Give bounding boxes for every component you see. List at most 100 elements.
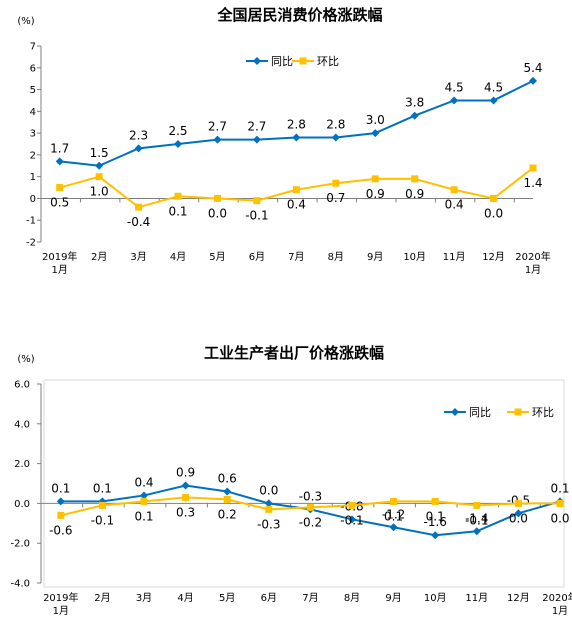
chart1-x-tick-label: 2月: [91, 251, 107, 263]
chart1-series-yoy-point: [95, 161, 104, 170]
chart2-series-yoy-data-label: 0.6: [218, 471, 237, 485]
chart1-y-tick-label: 5: [30, 85, 36, 96]
chart2-x-tick-label: 9月: [385, 592, 401, 604]
chart2-series-yoy-point: [431, 531, 440, 540]
chart1-x-tick-label: 1月: [525, 264, 541, 276]
chart1-series-yoy-data-label: 4.5: [445, 80, 464, 94]
chart1-series-yoy-point: [55, 157, 64, 166]
chart1-y-tick-label: 3: [30, 129, 36, 140]
chart1-series-mom-point: [213, 194, 221, 202]
chart2-legend-label: 环比: [532, 406, 554, 419]
chart2-series-yoy-data-label: -1.6: [423, 515, 446, 529]
chart2-series-mom-data-label: 0.3: [176, 505, 195, 519]
chart1-series-yoy-point: [331, 133, 340, 142]
chart1-legend-marker: [253, 57, 261, 65]
chart1-x-tick-label: 3月: [130, 251, 146, 263]
chart1-y-tick-label: 1: [30, 172, 36, 183]
chart1-series-yoy-data-label: 2.8: [287, 117, 306, 131]
chart1-x-tick-label: 6月: [249, 251, 265, 263]
chart2-series-mom-data-label: -0.3: [257, 517, 280, 531]
chart1-x-tick-label: 12月: [482, 251, 505, 263]
chart2-series-yoy-point: [56, 497, 65, 506]
chart1-series-yoy-data-label: 2.7: [208, 120, 227, 134]
chart1-y-tick-label: 0: [30, 194, 36, 205]
chart2-series-yoy-point: [264, 499, 273, 508]
chart1-series-mom-data-label: -0.4: [127, 215, 150, 229]
chart2-series-mom-point: [98, 501, 106, 509]
chart1-series-mom-point: [450, 186, 458, 194]
chart1-series-yoy-data-label: 4.5: [484, 80, 503, 94]
chart2-series-yoy-data-label: -0.3: [299, 489, 322, 503]
chart1-series-yoy-data-label: 2.3: [129, 128, 148, 142]
chart1-series-mom-data-label: 0.0: [484, 206, 503, 220]
chart2-series-mom-point: [265, 505, 273, 513]
chart1-series-mom-point: [95, 173, 103, 181]
chart2-x-tick-label: 6月: [261, 592, 277, 604]
chart1-series-yoy-point: [450, 96, 459, 105]
chart1-series-mom-data-label: 0.0: [208, 206, 227, 220]
chart1-x-tick-label: 1月: [52, 264, 68, 276]
chart1-x-tick-label: 4月: [170, 251, 186, 263]
chart2-series-mom-point: [348, 501, 356, 509]
chart2-y-tick-label: 2.0: [14, 459, 30, 470]
chart2-series-mom-point: [223, 495, 231, 503]
chart2-series-mom-data-label: 0.1: [426, 509, 445, 523]
chart1-series-mom-data-label: 1.0: [90, 185, 109, 199]
chart2-y-tick-label: 4.0: [14, 419, 30, 430]
chart1-series-yoy-data-label: 2.5: [168, 124, 187, 138]
chart1-series-mom-data-label: 0.7: [326, 191, 345, 205]
chart1-series-yoy-point: [213, 135, 222, 144]
chart1-legend-label: 同比: [271, 55, 293, 68]
chart1-series-mom-point: [56, 184, 64, 192]
chart2-y-tick-label: 6.0: [14, 380, 30, 391]
chart2-x-tick-label: 1月: [53, 605, 69, 617]
chart1-series-mom-point: [332, 179, 340, 187]
chart2-series-mom-point: [514, 499, 522, 507]
chart1-series-yoy-point: [410, 111, 419, 120]
chart2-series-yoy-point: [223, 487, 232, 496]
chart1-series-yoy-point: [529, 76, 537, 85]
chart1-series-yoy-point: [252, 135, 261, 144]
chart1-series-mom-point: [411, 175, 419, 183]
chart2-series-mom-point: [306, 503, 314, 511]
chart2-series-yoy-data-label: 0.4: [134, 475, 153, 489]
chart1-series-yoy-data-label: 2.8: [326, 117, 345, 131]
chart2-title: 工业生产者出厂价格涨跌幅: [204, 344, 384, 362]
chart1-series-mom-point: [135, 203, 143, 211]
chart1-series-mom-data-label: 1.4: [523, 176, 542, 190]
chart2-series-mom-data-label: 0.1: [134, 509, 153, 523]
chart1-unit-label: (%): [17, 16, 34, 27]
chart1-x-tick-label: 9月: [367, 251, 383, 263]
chart2-x-tick-label: 12月: [507, 592, 530, 604]
chart1-title: 全国居民消费价格涨跌幅: [216, 6, 382, 24]
chart1-x-tick-label: 11月: [443, 251, 466, 263]
chart2-legend-label: 同比: [469, 406, 491, 419]
chart1-x-tick-label: 5月: [209, 251, 225, 263]
chart2-series-yoy-data-label: -1.2: [382, 507, 405, 521]
chart1-series-yoy-data-label: 3.0: [366, 113, 385, 127]
chart2-series-mom-data-label: 0.1: [384, 509, 403, 523]
chart2-series-mom-point: [140, 497, 148, 505]
chart1-series-yoy-point: [134, 144, 143, 153]
chart1-y-tick-label: -1: [26, 216, 36, 227]
chart1-x-tick-label: 2019年: [42, 250, 77, 263]
chart2-x-tick-label: 5月: [219, 592, 235, 604]
chart1-x-tick-label: 2020年: [515, 250, 550, 263]
chart1-legend-label: 环比: [317, 55, 339, 68]
chart1-y-tick-label: 2: [30, 150, 36, 161]
chart2-series-mom-data-label: 0.0: [550, 511, 569, 525]
chart2-x-tick-label: 10月: [424, 592, 447, 604]
chart2-series-yoy-point: [140, 491, 148, 500]
chart1-y-tick-label: 6: [30, 63, 36, 74]
chart2-legend-marker: [514, 408, 522, 416]
chart2-series-yoy-point: [514, 509, 523, 518]
chart1-series-mom-point: [174, 192, 182, 200]
chart2-x-tick-label: 11月: [465, 592, 488, 604]
chart1-series-mom-point: [292, 186, 300, 194]
chart1-x-tick-label: 10月: [403, 251, 426, 263]
chart2-series-yoy-point: [389, 523, 398, 532]
chart1-series-yoy-data-label: 5.4: [523, 61, 542, 75]
chart2-legend-marker: [451, 408, 459, 416]
chart2-y-tick-label: -4.0: [10, 579, 30, 590]
